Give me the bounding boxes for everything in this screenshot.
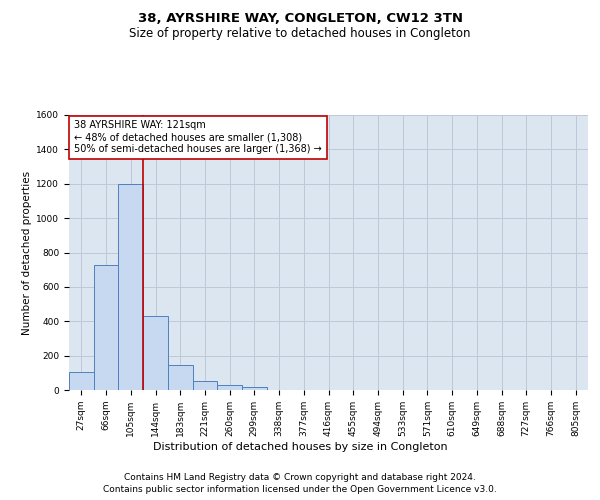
Bar — [217, 385, 242, 390]
Bar — [242, 386, 267, 390]
Y-axis label: Number of detached properties: Number of detached properties — [22, 170, 32, 334]
Bar — [118, 184, 143, 390]
Text: Contains public sector information licensed under the Open Government Licence v3: Contains public sector information licen… — [103, 485, 497, 494]
Text: Size of property relative to detached houses in Congleton: Size of property relative to detached ho… — [129, 28, 471, 40]
Bar — [69, 372, 94, 390]
Bar — [143, 316, 168, 390]
Text: Contains HM Land Registry data © Crown copyright and database right 2024.: Contains HM Land Registry data © Crown c… — [124, 472, 476, 482]
Text: Distribution of detached houses by size in Congleton: Distribution of detached houses by size … — [152, 442, 448, 452]
Bar — [193, 382, 217, 390]
Bar — [94, 264, 118, 390]
Text: 38, AYRSHIRE WAY, CONGLETON, CW12 3TN: 38, AYRSHIRE WAY, CONGLETON, CW12 3TN — [137, 12, 463, 26]
Bar — [168, 365, 193, 390]
Text: 38 AYRSHIRE WAY: 121sqm
← 48% of detached houses are smaller (1,308)
50% of semi: 38 AYRSHIRE WAY: 121sqm ← 48% of detache… — [74, 120, 322, 154]
